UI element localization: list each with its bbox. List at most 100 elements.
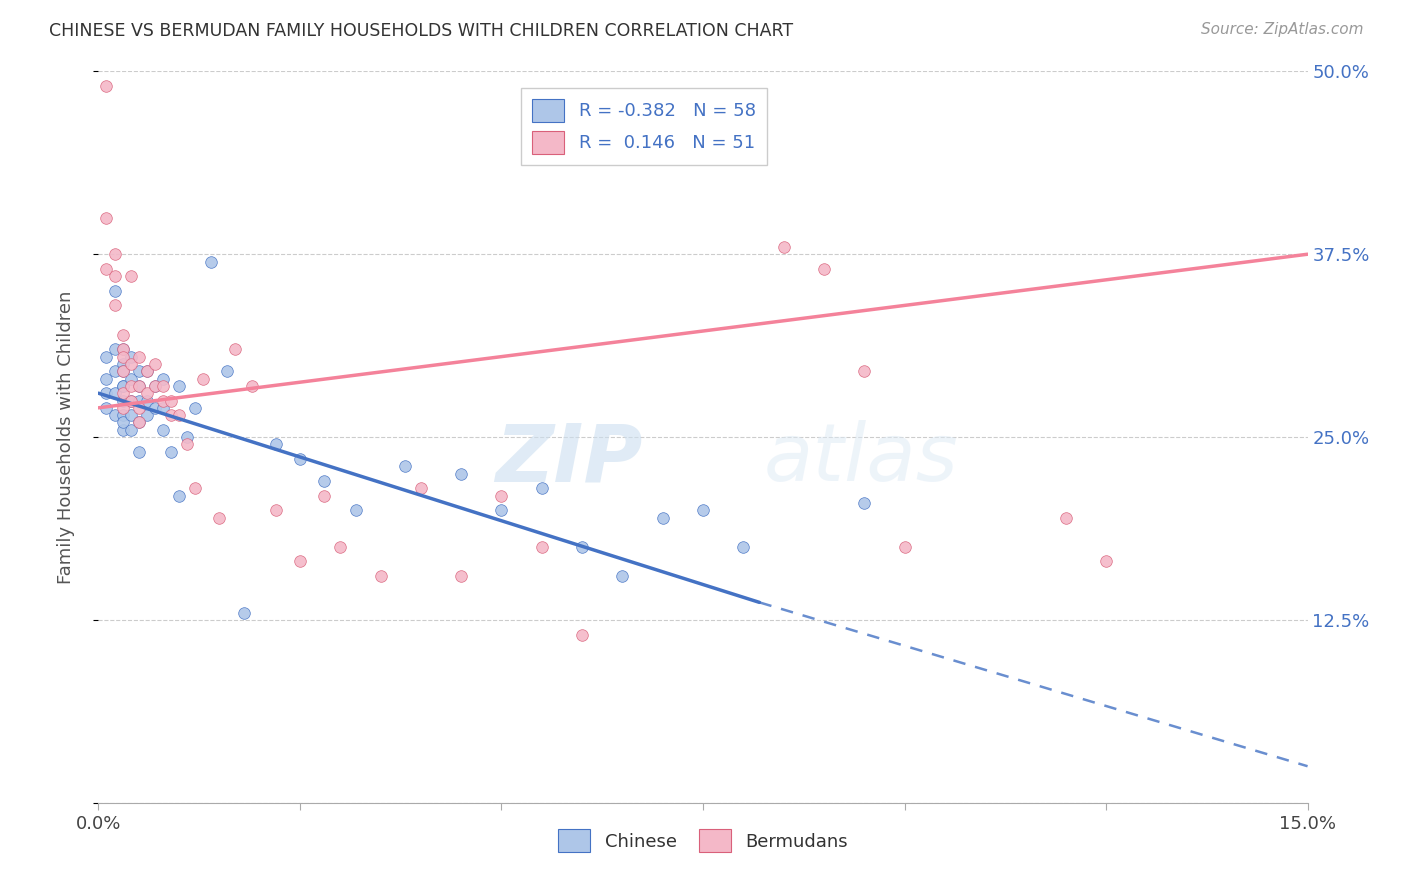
- Point: [96, 261, 118, 276]
- Point: [135, 408, 157, 422]
- Point: [111, 350, 134, 364]
- Text: CHINESE VS BERMUDAN FAMILY HOUSEHOLDS WITH CHILDREN CORRELATION CHART: CHINESE VS BERMUDAN FAMILY HOUSEHOLDS WI…: [49, 22, 793, 40]
- Point: [135, 364, 157, 378]
- Point: [96, 211, 118, 225]
- Y-axis label: Family Households with Children: Family Households with Children: [56, 291, 75, 583]
- Point: [193, 371, 215, 385]
- Point: [733, 540, 755, 554]
- Point: [370, 569, 392, 583]
- Point: [314, 489, 336, 503]
- Point: [111, 343, 134, 357]
- Point: [96, 386, 118, 401]
- Point: [314, 474, 336, 488]
- Point: [264, 437, 287, 451]
- Text: ZIP: ZIP: [495, 420, 643, 498]
- Point: [491, 489, 513, 503]
- Point: [853, 496, 876, 510]
- Point: [853, 364, 876, 378]
- Point: [772, 240, 794, 254]
- Point: [103, 269, 125, 284]
- Point: [288, 554, 311, 568]
- Point: [135, 393, 157, 408]
- Point: [571, 540, 593, 554]
- Point: [143, 357, 166, 371]
- Point: [160, 393, 183, 408]
- Point: [96, 350, 118, 364]
- Point: [128, 379, 150, 393]
- Point: [111, 401, 134, 415]
- Point: [344, 503, 367, 517]
- Point: [111, 386, 134, 401]
- Point: [184, 401, 207, 415]
- Point: [111, 343, 134, 357]
- Point: [111, 364, 134, 378]
- Text: atlas: atlas: [763, 420, 959, 498]
- Point: [120, 269, 142, 284]
- Point: [111, 327, 134, 342]
- Point: [128, 444, 150, 458]
- Point: [111, 364, 134, 378]
- Point: [135, 386, 157, 401]
- Point: [409, 481, 432, 495]
- Point: [329, 540, 352, 554]
- Point: [103, 284, 125, 298]
- Point: [96, 401, 118, 415]
- Point: [176, 437, 198, 451]
- Point: [394, 459, 416, 474]
- Point: [135, 364, 157, 378]
- Point: [111, 393, 134, 408]
- Point: [103, 386, 125, 401]
- Point: [160, 444, 183, 458]
- Point: [208, 510, 231, 524]
- Point: [692, 503, 714, 517]
- Point: [152, 401, 174, 415]
- Point: [264, 503, 287, 517]
- Point: [200, 254, 222, 268]
- Point: [152, 423, 174, 437]
- Point: [143, 379, 166, 393]
- Point: [128, 350, 150, 364]
- Point: [1054, 510, 1077, 524]
- Point: [143, 379, 166, 393]
- Point: [232, 606, 254, 620]
- Point: [120, 357, 142, 371]
- Point: [120, 379, 142, 393]
- Point: [111, 357, 134, 371]
- Point: [111, 379, 134, 393]
- Point: [120, 350, 142, 364]
- Point: [152, 379, 174, 393]
- Point: [176, 430, 198, 444]
- Point: [167, 379, 190, 393]
- Point: [111, 423, 134, 437]
- Point: [120, 408, 142, 422]
- Point: [120, 423, 142, 437]
- Point: [184, 481, 207, 495]
- Point: [103, 364, 125, 378]
- Point: [128, 416, 150, 430]
- Point: [530, 481, 553, 495]
- Point: [450, 467, 472, 481]
- Point: [103, 343, 125, 357]
- Point: [96, 371, 118, 385]
- Point: [240, 379, 263, 393]
- Point: [128, 364, 150, 378]
- Point: [103, 408, 125, 422]
- Point: [491, 503, 513, 517]
- Point: [128, 416, 150, 430]
- Point: [103, 247, 125, 261]
- Point: [128, 393, 150, 408]
- Point: [160, 408, 183, 422]
- Point: [111, 408, 134, 422]
- Point: [96, 78, 118, 93]
- Point: [530, 540, 553, 554]
- Point: [288, 452, 311, 467]
- Point: [167, 489, 190, 503]
- Legend: Chinese, Bermudans: Chinese, Bermudans: [551, 822, 855, 860]
- Point: [143, 401, 166, 415]
- Point: [813, 261, 835, 276]
- Point: [120, 371, 142, 385]
- Point: [224, 343, 246, 357]
- Point: [111, 379, 134, 393]
- Point: [128, 379, 150, 393]
- Point: [120, 393, 142, 408]
